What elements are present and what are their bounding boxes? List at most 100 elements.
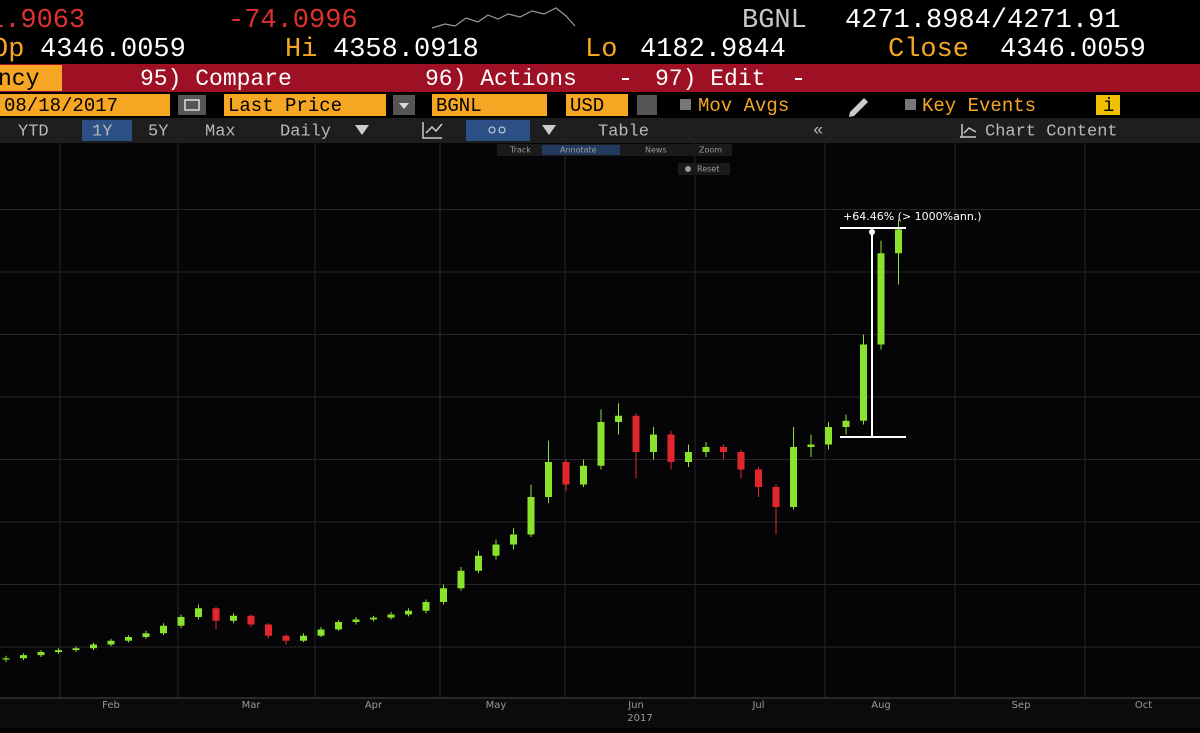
period-select[interactable]: Daily: [280, 122, 331, 141]
candle-body: [562, 462, 570, 485]
checkbox[interactable]: [905, 99, 916, 110]
tool-reset[interactable]: Reset: [697, 165, 719, 174]
candle-body: [247, 615, 255, 625]
edit-menu[interactable]: 97) Edit: [655, 66, 765, 92]
currency-value[interactable]: USD: [570, 95, 604, 117]
icon-dot: [488, 126, 496, 134]
compare-menu[interactable]: 95) Compare: [140, 66, 292, 92]
candle-body: [405, 610, 412, 615]
actions-menu[interactable]: 96) Actions: [425, 66, 577, 92]
reset-icon: [685, 166, 691, 172]
candle-body: [20, 655, 27, 659]
tool-zoom[interactable]: Zoom: [699, 146, 722, 155]
candle-body: [772, 487, 780, 507]
currency-dropdown[interactable]: [637, 95, 657, 115]
measure-handle: [869, 229, 875, 235]
chart-type-icon[interactable]: [422, 122, 443, 139]
candle-body: [440, 588, 447, 602]
grid: [0, 209, 1200, 648]
candle-body: [230, 615, 237, 621]
candle-body: [387, 614, 395, 618]
range-selected[interactable]: [82, 120, 132, 141]
range-max[interactable]: Max: [205, 122, 236, 141]
security-value[interactable]: BGNL: [436, 95, 482, 117]
candle-body: [790, 447, 797, 507]
field-select[interactable]: [224, 94, 386, 116]
field-value[interactable]: Last Price: [228, 95, 342, 117]
sparkline: [431, 7, 576, 29]
table-button[interactable]: Table: [598, 122, 649, 141]
last-price: 1.9063: [0, 6, 85, 36]
date-value[interactable]: 08/18/2017: [4, 95, 118, 117]
candle-body: [650, 434, 657, 452]
candle-body: [107, 640, 115, 645]
candle-body: [160, 625, 167, 634]
range-ytd[interactable]: YTD: [18, 122, 49, 141]
candle-body: [457, 570, 465, 589]
tool-selected: [542, 145, 620, 155]
close-value: 4346.0059: [1000, 35, 1146, 65]
candle-body: [282, 635, 290, 641]
date-field[interactable]: [0, 94, 170, 116]
tool-track[interactable]: Track: [509, 146, 531, 155]
candle-body: [545, 462, 552, 497]
range-5y[interactable]: 5Y: [148, 122, 168, 141]
high-value: 4358.0918: [333, 35, 479, 65]
range-bar: [0, 118, 1200, 143]
chart-style-button[interactable]: [466, 120, 530, 141]
x-tick-label: Feb: [102, 700, 120, 711]
candle-body: [212, 608, 220, 621]
candle-body: [667, 434, 675, 462]
dropdown-arrow: [542, 125, 556, 135]
candle-body: [475, 555, 482, 571]
ticker: BGNL: [742, 6, 807, 36]
x-axis-area: [0, 698, 1200, 728]
candle-body: [877, 253, 885, 345]
candle-body: [492, 544, 500, 556]
info-label[interactable]: i: [1103, 95, 1114, 117]
currency-cell[interactable]: [0, 65, 62, 91]
key-events[interactable]: Key Events: [922, 95, 1036, 117]
candle-body: [702, 447, 710, 452]
candle-body: [142, 633, 150, 637]
pencil-icon[interactable]: [849, 98, 868, 117]
candle-body: [90, 644, 97, 649]
reset-button[interactable]: [678, 163, 730, 175]
x-tick-label: Oct: [1135, 700, 1152, 711]
candle-body: [2, 658, 10, 660]
candle-body: [842, 420, 850, 427]
open-value: 4346.0059: [40, 35, 186, 65]
collapse-button[interactable]: «: [813, 121, 823, 140]
tool-annotate[interactable]: Annotate: [560, 146, 597, 155]
x-tick-label: Apr: [365, 700, 383, 711]
candle-body: [352, 619, 360, 622]
x-tick-label: Jul: [751, 700, 764, 711]
candle-body: [685, 452, 692, 462]
vertical-grid: [59, 143, 1086, 698]
candle-body: [335, 622, 342, 630]
candle-body: [737, 452, 745, 470]
candle-body: [755, 469, 762, 487]
candle-body: [615, 415, 622, 422]
currency-field[interactable]: [566, 94, 628, 116]
low-value: 4182.9844: [640, 35, 786, 65]
bid-ask: 4271.8984/4271.91: [845, 6, 1120, 36]
x-tick-label: Jun: [627, 700, 644, 711]
candle-body: [825, 427, 832, 445]
chart-content[interactable]: Chart Content: [985, 122, 1118, 141]
quote-bar: [0, 0, 1200, 64]
candle-body: [422, 602, 430, 611]
checkbox[interactable]: [680, 99, 691, 110]
mov-avgs[interactable]: Mov Avgs: [698, 95, 789, 117]
calendar-button[interactable]: [178, 95, 206, 115]
calendar-icon: [184, 99, 200, 111]
tool-news[interactable]: News: [645, 146, 667, 155]
candle-body: [370, 617, 377, 620]
security-field[interactable]: [432, 94, 547, 116]
info-button[interactable]: [1096, 95, 1120, 115]
currency-tab[interactable]: ncy: [0, 66, 40, 92]
range-1y[interactable]: 1Y: [92, 122, 112, 141]
candle-body: [580, 465, 587, 485]
